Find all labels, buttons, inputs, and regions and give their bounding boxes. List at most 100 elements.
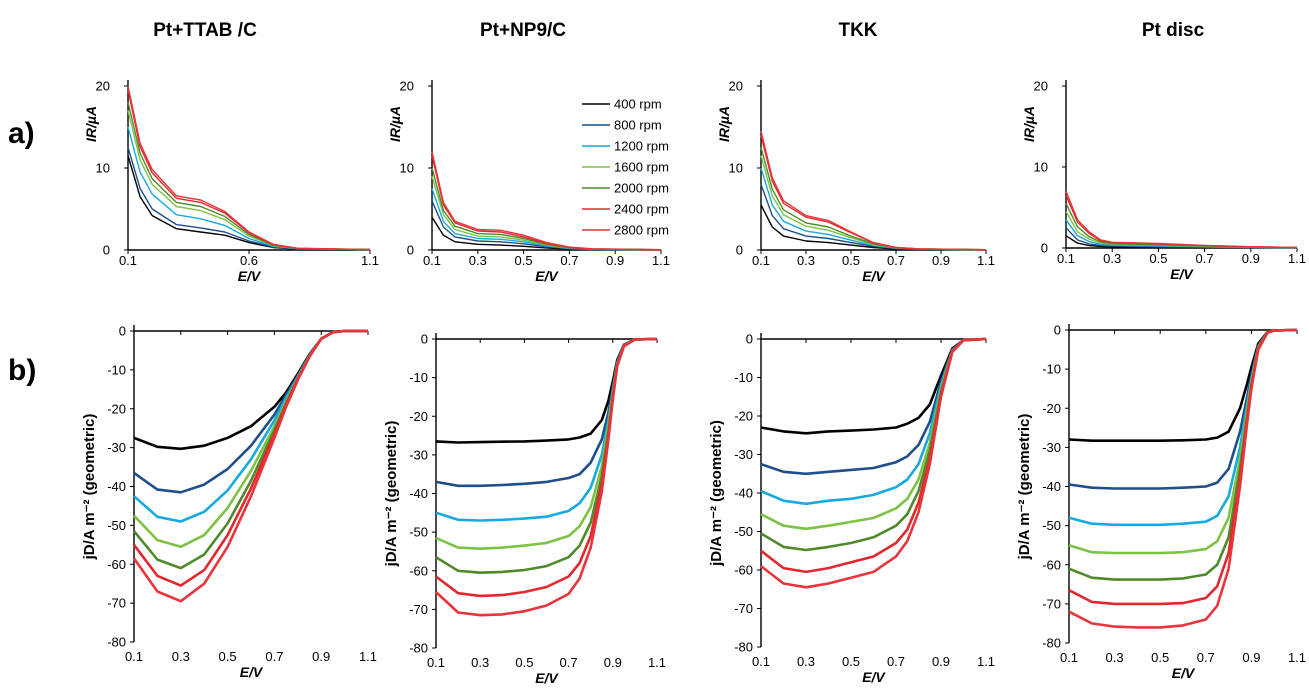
y-tick-label: -70	[409, 602, 428, 617]
x-tick-label: 0.1	[1060, 650, 1078, 665]
y-tick-label: -10	[734, 370, 753, 385]
series-line-1600-rpm	[127, 110, 371, 251]
y-tick-label: -20	[1042, 401, 1061, 416]
x-tick-label: 0.5	[515, 655, 533, 670]
y-tick-label: -80	[1042, 636, 1061, 651]
x-tick-label: 0.3	[1103, 251, 1121, 266]
x-tick-label: 1.1	[977, 253, 995, 268]
x-tick-label: 0.1	[423, 253, 441, 268]
x-axis-label: E/V	[535, 268, 559, 284]
series-line-2000-rpm	[1068, 328, 1298, 581]
y-tick-label: 0	[421, 332, 428, 347]
y-axis-label: IR/µA	[716, 106, 732, 142]
y-tick-label: -30	[409, 447, 428, 462]
y-tick-label: -50	[734, 524, 753, 539]
x-axis-label: E/V	[1170, 266, 1194, 282]
row-label-a: a)	[8, 117, 35, 150]
panel-title-3: TKK	[838, 20, 877, 41]
y-tick-label: -10	[1042, 362, 1061, 377]
legend-entry: 1200 rpm	[614, 139, 669, 154]
y-tick-label: 0	[407, 243, 414, 258]
y-tick-label: 10	[1034, 160, 1048, 175]
x-tick-label: 0.5	[1149, 251, 1167, 266]
x-tick-label: 0.1	[752, 253, 770, 268]
x-tick-label: 0.9	[1242, 650, 1260, 665]
legend: 400 rpm 800 rpm 1200 rpm 1600 rpm 2000 rpm 24…	[582, 97, 669, 238]
y-tick-label: -30	[1042, 440, 1061, 455]
series-line-400-rpm	[1068, 328, 1298, 443]
panel-title-1: Pt+TTAB /C	[153, 20, 257, 41]
x-axis-label: E/V	[535, 670, 559, 686]
x-tick-label: 0.1	[752, 654, 770, 669]
y-tick-label: -20	[409, 409, 428, 424]
y-tick-label: 20	[729, 79, 743, 94]
x-tick-label: 1.1	[652, 253, 670, 268]
series-line-2800-rpm	[760, 337, 987, 589]
series-line-2800-rpm	[431, 151, 662, 251]
x-tick-label: 0.9	[604, 655, 622, 670]
x-tick-label: 0.9	[606, 253, 624, 268]
x-axis-label: E/V	[862, 669, 886, 685]
y-tick-label: -70	[1042, 596, 1061, 611]
x-axis-label: E/V	[238, 268, 262, 284]
series-line-1600-rpm	[133, 329, 368, 549]
x-tick-label: 0.7	[560, 655, 578, 670]
series-line-800-rpm	[760, 337, 987, 476]
y-axis-label: jD/A m⁻² (geometric)	[383, 421, 400, 568]
series-line-2000-rpm	[127, 102, 371, 251]
y-tick-label: -40	[1042, 479, 1061, 494]
series-line-1600-rpm	[760, 155, 987, 251]
x-tick-label: 0.5	[219, 649, 237, 664]
x-tick-label: 0.1	[119, 253, 137, 268]
x-tick-label: 0.9	[1242, 251, 1260, 266]
y-tick-label: -50	[1042, 518, 1061, 533]
row-label-b: b)	[8, 354, 36, 387]
x-tick-label: 0.5	[842, 253, 860, 268]
panel-title-2: Pt+NP9/C	[480, 20, 566, 41]
y-tick-label: -80	[409, 641, 428, 656]
y-tick-label: -30	[734, 447, 753, 462]
chart-4: 0.1 0.3 0.5 0.7 0.9 1.1 0 10 20 E/V IR/µA	[1021, 79, 1306, 283]
x-tick-label: 0.3	[469, 253, 487, 268]
x-tick-label: 1.1	[361, 253, 379, 268]
x-tick-label: 0.3	[172, 649, 190, 664]
x-tick-label: 0.3	[797, 654, 815, 669]
y-tick-label: -60	[734, 563, 753, 578]
chart-1: 0.1 0.6 1.1 0 10 20 E/V IR/µA	[83, 79, 379, 285]
x-tick-label: 0.5	[515, 253, 533, 268]
y-tick-label: 0	[119, 324, 126, 339]
y-axis-label: IR/µA	[83, 106, 99, 142]
x-tick-label: 0.1	[125, 649, 143, 664]
y-tick-label: 10	[729, 161, 743, 176]
x-tick-label: 0.3	[471, 655, 489, 670]
x-tick-label: 0.9	[932, 654, 950, 669]
y-axis-label: IR/µA	[387, 106, 403, 142]
y-tick-label: -10	[107, 362, 126, 377]
x-tick-label: 0.3	[797, 253, 815, 268]
series-line-2400-rpm	[1068, 328, 1298, 606]
y-tick-label: 20	[400, 79, 414, 94]
x-axis-label: E/V	[240, 664, 264, 680]
legend-entry: 2800 rpm	[614, 223, 669, 238]
series-line-1200-rpm	[1068, 328, 1298, 527]
x-tick-label: 0.3	[1106, 650, 1124, 665]
x-axis-label: E/V	[862, 268, 886, 284]
x-tick-label: 1.1	[1288, 251, 1306, 266]
y-tick-label: -50	[409, 525, 428, 540]
series-line-400-rpm	[133, 329, 368, 451]
x-tick-label: 0.7	[265, 649, 283, 664]
x-tick-label: 1.1	[977, 654, 995, 669]
y-axis-label: jD/A m⁻² (geometric)	[1016, 414, 1033, 561]
x-axis-label: E/V	[1172, 665, 1196, 681]
legend-entry: 800 rpm	[614, 118, 662, 133]
y-tick-label: 0	[736, 243, 743, 258]
y-tick-label: 0	[103, 243, 110, 258]
series-line-2000-rpm	[760, 147, 987, 251]
series-line-2400-rpm	[127, 89, 371, 251]
chart-3: 0.1 0.3 0.5 0.7 0.9 1.1 0 10 20 E/V IR/µA	[716, 79, 995, 285]
y-tick-label: -80	[734, 640, 753, 655]
y-tick-label: -60	[409, 563, 428, 578]
x-tick-label: 1.1	[648, 655, 666, 670]
series-line-2000-rpm	[435, 337, 658, 575]
series-line-2800-rpm	[1068, 328, 1298, 629]
